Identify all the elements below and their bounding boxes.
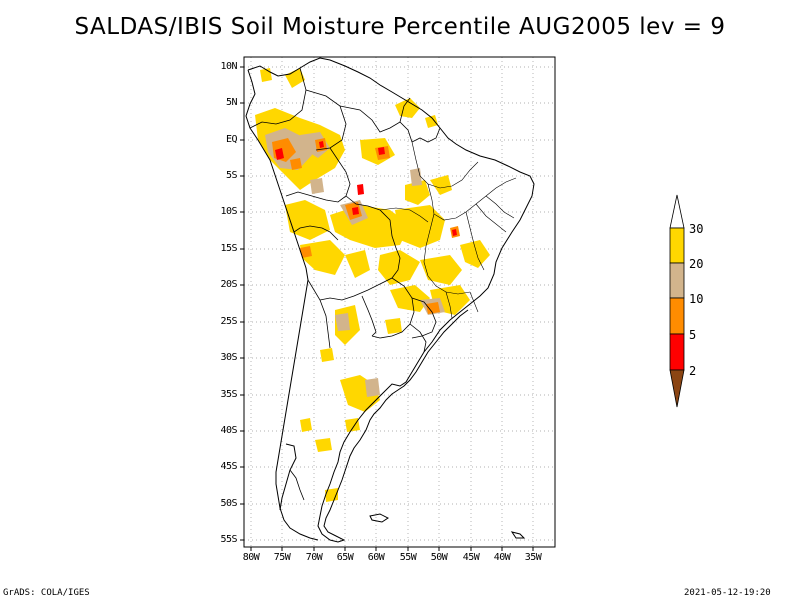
- legend-swatch-2-5: [669, 333, 685, 371]
- legend-label-5: 5: [689, 328, 697, 342]
- color-legend-bar: [669, 194, 685, 408]
- lon-tick-65w: 65W: [336, 552, 354, 563]
- tick-marks: [240, 66, 534, 551]
- lat-tick-30s: 30S: [220, 352, 237, 363]
- lat-tick-5s: 5S: [225, 170, 238, 181]
- legend-swatch-20-30: [669, 227, 685, 264]
- lat-tick-10s: 10S: [220, 206, 237, 217]
- lon-tick-70w: 70W: [305, 552, 323, 563]
- lat-tick-20s: 20S: [220, 279, 237, 290]
- soil-moisture-shading: [255, 68, 490, 502]
- lon-tick-40w: 40W: [493, 552, 511, 563]
- lon-tick-80w: 80W: [242, 552, 260, 563]
- lon-tick-55w: 55W: [399, 552, 417, 563]
- legend-swatch-above-30: [669, 194, 685, 229]
- lat-tick-15s: 15S: [220, 243, 237, 254]
- lat-tick-5n: 5N: [225, 97, 238, 108]
- lat-tick-eq: EQ: [225, 134, 238, 145]
- lat-tick-45s: 45S: [220, 461, 237, 472]
- legend-swatch-10-20: [669, 262, 685, 299]
- legend-label-30: 30: [689, 222, 704, 236]
- map-title: SALDAS/IBIS Soil Moisture Percentile AUG…: [74, 14, 726, 40]
- lat-tick-10n: 10N: [220, 61, 237, 72]
- lat-tick-35s: 35S: [220, 389, 237, 400]
- legend-label-2: 2: [689, 364, 697, 378]
- lat-tick-50s: 50S: [220, 498, 237, 509]
- lon-tick-60w: 60W: [367, 552, 385, 563]
- country-borders: [249, 67, 441, 501]
- map-frame-border: [243, 56, 556, 548]
- state-boundaries: [379, 141, 517, 319]
- lat-tick-55s: 55S: [220, 534, 237, 545]
- lon-tick-45w: 45W: [462, 552, 480, 563]
- legend-swatch-5-10: [669, 297, 685, 335]
- lon-tick-50w: 50W: [430, 552, 448, 563]
- lon-tick-75w: 75W: [273, 552, 291, 563]
- footer-timestamp: 2021-05-12-19:20: [684, 588, 771, 598]
- footer-credit: GrADS: COLA/IGES: [3, 588, 90, 598]
- legend-swatch-below-2: [669, 369, 685, 408]
- lat-tick-40s: 40S: [220, 425, 237, 436]
- legend-label-10: 10: [689, 292, 704, 306]
- lon-tick-35w: 35W: [524, 552, 542, 563]
- lat-tick-25s: 25S: [220, 316, 237, 327]
- legend-label-20: 20: [689, 257, 704, 271]
